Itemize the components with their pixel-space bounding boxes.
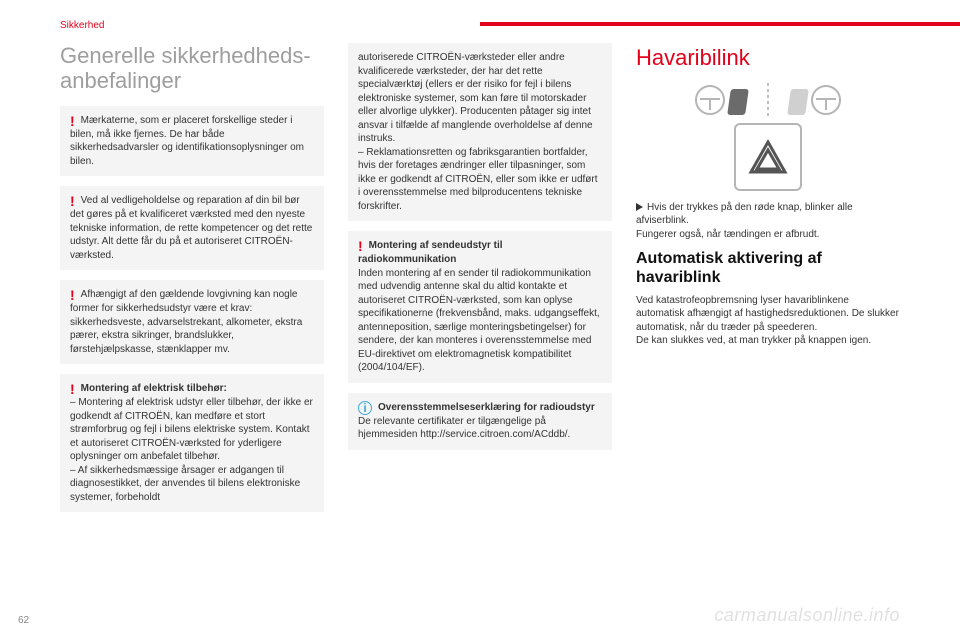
heading-hazard-lights: Havaribilink bbox=[636, 43, 900, 73]
page-number: 62 bbox=[18, 615, 29, 626]
hazard-step-text: Hvis der trykkes på den røde knap, blink… bbox=[636, 202, 853, 227]
hazard-subtext: Fungerer også, når tændingen er afbrudt. bbox=[636, 228, 900, 242]
divider-icon bbox=[767, 83, 769, 117]
info-title: Overensstemmelseserklæring for radioudst… bbox=[378, 402, 595, 413]
steering-pedal-row bbox=[695, 83, 841, 117]
hazard-button-illustration bbox=[734, 123, 802, 191]
column-2: autoriserede CITROËN-værksteder eller an… bbox=[348, 43, 612, 522]
header-accent-bar bbox=[480, 22, 960, 26]
warning-text: Afhængigt af den gældende lovgivning kan… bbox=[70, 289, 302, 355]
warning-box-electrical: ! Montering af elektrisk tilbehør: – Mont… bbox=[60, 374, 324, 512]
warning-icon: ! bbox=[70, 382, 75, 396]
heading-general-safety: Generelle sikkerhedheds-anbefalinger bbox=[60, 43, 324, 94]
warning-continuation-text: autoriserede CITROËN-værksteder eller an… bbox=[358, 51, 602, 213]
pedal-dark-icon bbox=[727, 89, 749, 115]
warning-icon: ! bbox=[70, 288, 75, 302]
warning-icon: ! bbox=[358, 239, 363, 253]
warning-title: Montering af elektrisk tilbehør: bbox=[81, 383, 227, 394]
warning-box-labels: !Mærkaterne, som er placeret forskellige… bbox=[60, 106, 324, 177]
warning-box-continuation: autoriserede CITROËN-værksteder eller an… bbox=[348, 43, 612, 221]
warning-icon: ! bbox=[70, 194, 75, 208]
warning-icon: ! bbox=[70, 114, 75, 128]
warning-text: Mærkaterne, som er placeret forskellige … bbox=[70, 115, 304, 167]
watermark: carmanualsonline.info bbox=[714, 605, 900, 626]
step-arrow-icon bbox=[636, 203, 643, 211]
warning-box-maintenance: !Ved al vedligeholdelse og reparation af… bbox=[60, 186, 324, 270]
pedal-light-icon bbox=[787, 89, 809, 115]
warning-box-equipment: !Afhængigt af den gældende lovgivning ka… bbox=[60, 280, 324, 364]
warning-body: – Montering af elektrisk udstyr eller ti… bbox=[70, 396, 314, 504]
warning-body: Inden montering af en sender til radioko… bbox=[358, 267, 602, 375]
content-columns: Generelle sikkerhedheds-anbefalinger !Mæ… bbox=[60, 43, 900, 522]
hazard-step: Hvis der trykkes på den røde knap, blink… bbox=[636, 201, 900, 228]
info-box-conformity: i Overensstemmelseserklæring for radiouds… bbox=[348, 393, 612, 450]
auto-hazard-body: Ved katastrofeopbremsning lyser havaribl… bbox=[636, 294, 900, 348]
info-body: De relevante certifikater er tilgængelig… bbox=[358, 415, 602, 442]
warning-box-radio-install: !Montering af sendeudstyr til radiokommu… bbox=[348, 231, 612, 383]
column-1: Generelle sikkerhedheds-anbefalinger !Mæ… bbox=[60, 43, 324, 522]
info-icon: i bbox=[358, 401, 372, 415]
column-3: Havaribilink bbox=[636, 43, 900, 522]
heading-auto-hazard: Automatisk aktivering af havariblink bbox=[636, 249, 900, 287]
hazard-illustration bbox=[636, 83, 900, 191]
warning-title: Montering af sendeudstyr til radiokommun… bbox=[358, 240, 503, 265]
steering-wheel-icon bbox=[695, 85, 725, 115]
warning-text: Ved al vedligeholdelse og reparation af … bbox=[70, 195, 312, 261]
steering-wheel-icon bbox=[811, 85, 841, 115]
manual-page: Sikkerhed Generelle sikkerhedheds-anbefa… bbox=[0, 0, 960, 640]
hazard-triangle-icon bbox=[748, 137, 788, 177]
